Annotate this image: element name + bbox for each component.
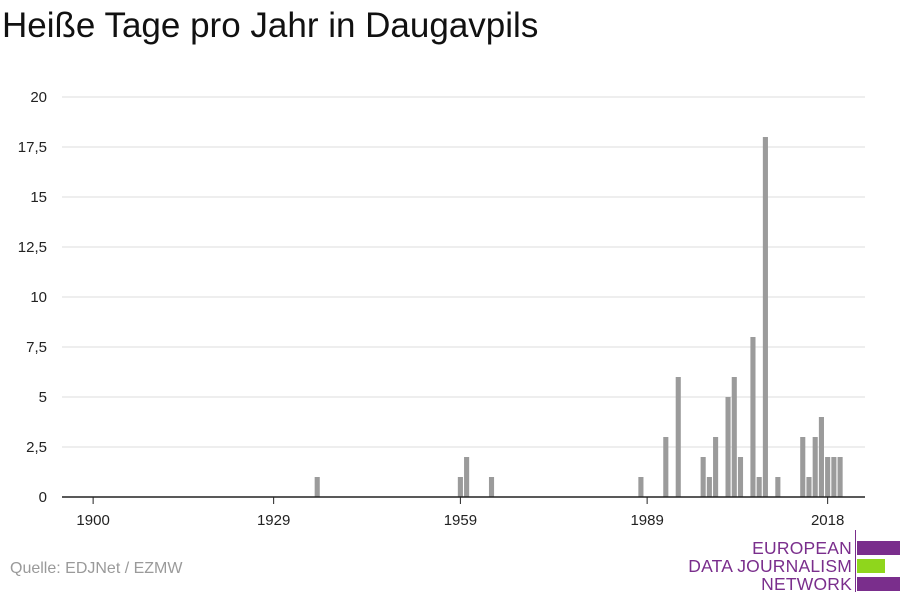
bar — [737, 457, 744, 497]
bar — [762, 137, 768, 497]
bar — [800, 437, 806, 497]
bar — [675, 377, 681, 497]
logo-line-2: DATA JOURNALISM — [688, 556, 852, 576]
x-tick-label: 1959 — [444, 512, 477, 529]
grid-lines — [62, 96, 865, 448]
x-tick-label: 2018 — [811, 512, 844, 529]
logo-line-1: EUROPEAN — [752, 538, 852, 558]
x-tick-label: 1900 — [76, 512, 109, 529]
y-tick-label: 0 — [39, 489, 47, 506]
logo-bar-purple-bottom — [857, 577, 900, 591]
bar — [750, 337, 756, 497]
bar — [663, 437, 669, 497]
bar — [837, 457, 843, 497]
bar — [818, 417, 824, 497]
y-tick-label: 10 — [30, 289, 47, 306]
logo-line-3: NETWORK — [761, 574, 852, 594]
bar — [831, 457, 837, 497]
y-tick-label: 7,5 — [26, 339, 47, 356]
bars — [314, 137, 843, 497]
y-tick-label: 20 — [30, 89, 47, 106]
y-tick-label: 12,5 — [18, 239, 47, 256]
bar — [638, 477, 644, 497]
bar — [488, 477, 495, 497]
logo-rule — [855, 530, 856, 592]
bar — [756, 477, 762, 497]
bar — [806, 477, 812, 497]
y-axis-ticks: 0 2,5 5 7,5 10 12,5 15 17,5 20 — [18, 89, 47, 506]
bar — [706, 477, 712, 497]
logo-bar-purple-top — [857, 541, 900, 555]
y-tick-label: 15 — [30, 189, 47, 206]
edjnet-logo: EUROPEAN DATA JOURNALISM NETWORK — [688, 530, 900, 596]
bar — [700, 457, 706, 497]
bar — [812, 437, 818, 497]
x-tick-label: 1989 — [630, 512, 663, 529]
source-note: Quelle: EDJNet / EZMW — [10, 560, 183, 577]
bar — [731, 377, 737, 497]
y-tick-label: 2,5 — [26, 439, 47, 456]
logo-bar-green — [857, 559, 885, 573]
bar — [775, 477, 781, 497]
bar — [314, 477, 320, 497]
bar — [825, 457, 831, 497]
bar — [457, 477, 463, 497]
x-axis: 1900 1929 1959 1989 2018 — [62, 496, 865, 529]
chart-title: Heiße Tage pro Jahr in Daugavpils — [2, 6, 539, 45]
bar — [713, 437, 719, 497]
bar — [725, 397, 731, 497]
y-tick-label: 17,5 — [18, 139, 47, 156]
y-tick-label: 5 — [39, 389, 47, 406]
x-tick-label: 1929 — [257, 512, 290, 529]
bar — [464, 457, 470, 497]
